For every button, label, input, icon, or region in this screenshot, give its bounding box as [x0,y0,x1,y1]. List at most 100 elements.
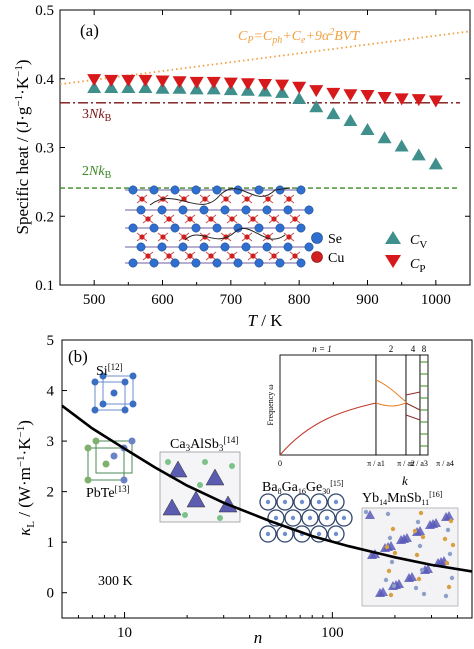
panel-label-b: (b) [68,347,88,366]
data-point-cv [360,122,375,135]
x-tick-label-a: 500 [83,292,106,308]
data-point-cv [275,85,290,98]
data-point-cp [275,79,290,92]
cp-formula-label: CP=Cph+Ce+9α2BVT [238,27,360,46]
y-tick-label-b: 5 [47,333,55,349]
panel-label-a: (a) [80,21,99,40]
data-point-cv [411,148,426,161]
x-tick-label-b: 100 [321,625,344,641]
label-3nkb: 3NkB [82,107,112,124]
data-point-cp [258,78,272,91]
data-points-a [87,74,443,170]
inset-y-label: Frequency ω [266,384,275,425]
material-label-ca3alsb3: Ca3AlSb3[14] [170,435,238,453]
legend-marker-cp [385,255,401,268]
legend-label-cp: CP [410,257,425,275]
y-tick-label-b: 0 [47,586,55,602]
inset-panel-n8: 8 [422,344,427,354]
series-legend: CV CP [385,231,427,275]
x-tick-label-a: 700 [220,292,243,308]
se-atom-marker [311,232,323,244]
data-point-cv [326,107,341,120]
inset-panel-n1: n = 1 [312,344,332,354]
data-point-cv [104,81,119,93]
legend-marker-cv [385,231,401,244]
data-point-cp [394,93,409,106]
data-point-cv [394,139,409,152]
label-2nkb: 2NkB [82,164,112,181]
data-point-cv [155,81,170,94]
data-point-cv [121,81,136,93]
inset-x-label-a2: π / a2 [397,459,415,468]
data-point-cv [138,81,153,93]
data-point-cp [326,87,341,100]
x-tick-label-a: 900 [356,292,379,308]
reference-lines-a [60,30,470,189]
data-point-cp [343,89,358,102]
dispersion-inset: n = 1 2 4 8 Frequency ω 0 π / a1 π / a2 … [266,344,454,488]
y-tick-label-a: 0.2 [35,209,54,225]
inset-x-label-a1: π / a1 [367,459,385,468]
data-point-cp [104,74,119,87]
inset-panel-n2: 2 [389,344,394,354]
chart-panel-a: (a) 500 600 700 800 900 1000 0.1 0.2 0.3 0.4 0.5 C… [13,3,471,330]
data-point-cv [377,131,392,144]
data-point-cp [155,75,170,88]
x-axis-label-b: n [254,628,263,647]
temperature-annotation: 300 K [98,574,133,589]
data-point-cp [189,76,204,89]
data-point-cv [343,114,358,126]
x-tick-label-a: 800 [288,292,311,308]
data-point-cp [121,74,136,87]
inset-k-label: k [402,473,408,488]
data-point-cp [138,74,153,87]
material-label-yb14mnsb11: Yb14MnSb11[16] [362,490,443,507]
material-illustrations [84,372,459,607]
axis-ticks-b: 0 1 2 3 4 5 10 100 [47,333,458,641]
data-point-cv [87,81,102,93]
data-point-cp [172,76,187,89]
inset-x-label-a3: π / a3 [410,459,428,468]
data-point-cp [87,74,102,87]
inset-x-label-0: 0 [278,459,282,468]
y-axis-label-a: Specific heat / (J·g−1·K−1) [13,60,32,235]
kappa-curve [62,404,472,573]
cu-atom-label: Cu [328,251,344,266]
data-point-cp [240,78,255,91]
data-point-cp [292,81,307,94]
data-point-cv [309,100,324,113]
se-atom-label: Se [328,232,342,247]
plot-frame-b [61,339,473,619]
data-point-cp [428,95,443,108]
data-point-cp [411,94,426,107]
x-axis-label-a: T / K [248,311,284,330]
data-point-cp [377,92,392,104]
inset-panel-n4: 4 [411,344,416,354]
y-axis-label-b: κL / (W·m−1·K−1) [15,420,37,536]
data-point-cp [309,85,324,98]
cu-atom-marker [311,251,323,263]
chart-panel-b: (b) 0 1 2 3 4 5 10 100 Si[12] PbTe[13] Ca3AlSb3… [15,333,473,647]
data-point-cv [428,157,443,170]
crystal-structure-illustration [125,185,314,268]
material-label-pbte: PbTe[13] [86,484,130,501]
y-tick-label-b: 1 [47,535,55,551]
y-tick-label-a: 0.1 [35,278,54,294]
x-tick-label-a: 600 [151,292,174,308]
material-label-si: Si[12] [96,362,123,379]
y-tick-label-b: 2 [47,485,55,501]
x-tick-label-a: 1000 [421,292,451,308]
legend-label-cv: CV [410,233,427,251]
data-point-cp [206,76,221,89]
inset-x-label-a4: π / a4 [436,459,454,468]
data-point-cv [292,92,307,104]
data-point-cp [360,89,375,102]
y-tick-label-a: 0.5 [35,3,54,19]
data-point-cp [223,77,238,90]
y-tick-label-b: 4 [47,384,55,400]
axis-ticks-a: 500 600 700 800 900 1000 0.1 0.2 0.3 0.4 0.5 [35,3,470,308]
y-tick-label-a: 0.3 [35,141,54,157]
material-label-ba8ga16ge30: Ba8Ga16Ge30[15] [262,479,344,496]
atom-legend: Se Cu [311,232,344,266]
